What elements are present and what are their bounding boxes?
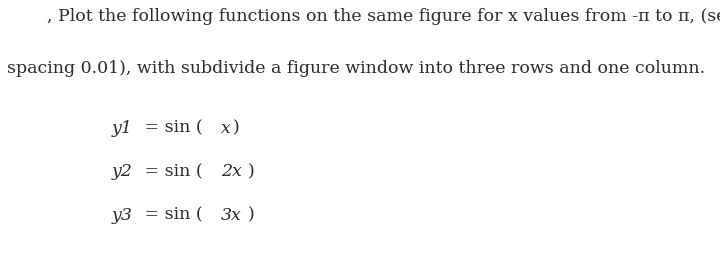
Text: = sin (: = sin ( bbox=[138, 207, 202, 224]
Text: x: x bbox=[220, 120, 230, 137]
Text: spacing 0.01), with subdivide a figure window into three rows and one column.: spacing 0.01), with subdivide a figure w… bbox=[7, 60, 706, 77]
Text: ): ) bbox=[248, 207, 254, 224]
Text: ): ) bbox=[233, 120, 240, 137]
Text: y2: y2 bbox=[112, 163, 132, 180]
Text: , Plot the following functions on the same figure for x values from -π to π, (se: , Plot the following functions on the sa… bbox=[47, 8, 720, 25]
Text: y1: y1 bbox=[112, 120, 132, 137]
Text: 2x: 2x bbox=[220, 163, 241, 180]
Text: 3x: 3x bbox=[220, 207, 241, 224]
Text: ): ) bbox=[248, 163, 254, 180]
Text: y3: y3 bbox=[112, 207, 132, 224]
Text: = sin (: = sin ( bbox=[138, 120, 202, 137]
Text: = sin (: = sin ( bbox=[138, 163, 202, 180]
